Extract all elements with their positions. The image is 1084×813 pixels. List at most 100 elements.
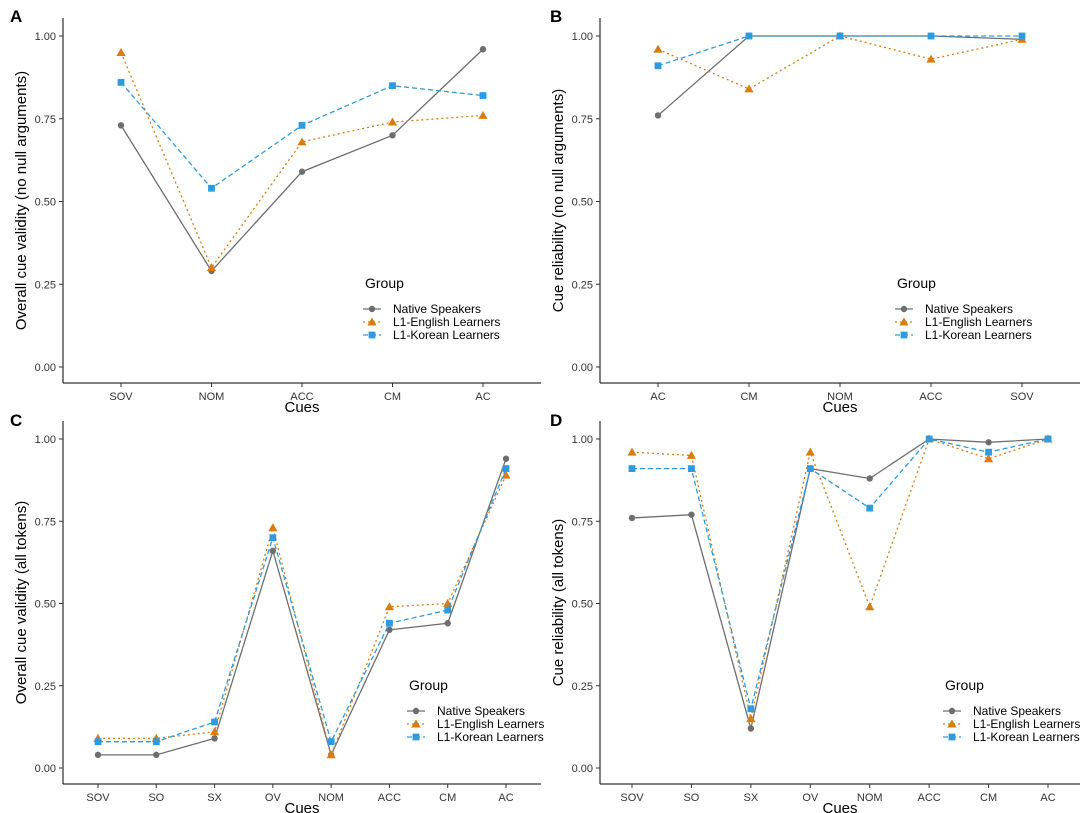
- panel-a-series-line-english: [120, 52, 484, 270]
- panel-a-point-english: [206, 263, 217, 272]
- panel-b-legend-key-marker: [900, 331, 908, 339]
- panel-b-y-tick-label: 1.00: [572, 31, 593, 43]
- panel-d-series-line-native: [631, 438, 1049, 729]
- panel-d-series-line-english: [631, 438, 1049, 719]
- panel-d-letter: D: [550, 411, 562, 430]
- panel-a-legend-key-marker: [367, 317, 377, 326]
- panel-c-point-english: [209, 727, 220, 736]
- panel-d-x-axis-title: Cues: [822, 800, 857, 813]
- panel-a-point-korean: [298, 121, 306, 129]
- panel-d-legend-label: Native Speakers: [973, 704, 1061, 718]
- panel-b-y-tick-label: 0.25: [572, 279, 593, 291]
- panel-d-x-tick-label: SO: [683, 792, 699, 804]
- panel-b-legend-key-marker: [900, 305, 908, 313]
- panel-b-point-korean: [927, 32, 935, 40]
- panel-c-point-native: [153, 751, 160, 759]
- panel-a-point-korean: [389, 82, 396, 90]
- panel-d-point-native: [688, 511, 695, 518]
- panel-c-x-tick-label: SO: [148, 792, 164, 804]
- panel-b-legend-title: Group: [897, 275, 936, 291]
- panel-c-y-tick-label: 0.00: [35, 763, 56, 775]
- panel-d-x-tick-label: ACC: [918, 792, 941, 804]
- panel-d-y-tick-label: 0.75: [572, 516, 593, 528]
- panel-a-legend-label: Native Speakers: [393, 302, 481, 316]
- panel-b-point-english: [653, 44, 663, 53]
- panel-b-point-english: [744, 84, 754, 93]
- panel-d-x-tick-label: CM: [980, 792, 997, 804]
- panel-c-point-korean: [94, 738, 102, 746]
- panel-c-legend-key-marker: [412, 733, 420, 741]
- panel-c-point-native: [386, 626, 393, 634]
- panel-d-y-tick-label: 0.25: [572, 681, 593, 693]
- panel-c-x-axis-title: Cues: [284, 800, 319, 813]
- panel-d-y-tick-label: 0.00: [572, 763, 593, 775]
- panel-b-legend-label: L1-English Learners: [925, 315, 1032, 329]
- panel-c-x-tick-label: OV: [265, 792, 282, 804]
- panel-b-point-english: [926, 54, 936, 63]
- panel-c-point-korean: [269, 534, 277, 542]
- panel-d-x-tick-label: OV: [802, 792, 819, 804]
- panel-d-x-tick-label: SX: [744, 792, 759, 804]
- panel-b-point-korean: [745, 32, 753, 40]
- panel-b: B 0.00 0.25 0.50 0.75 1.00 AC CM NOM ACC SOV Cues Cu…: [550, 7, 1080, 416]
- panel-d-point-korean: [925, 435, 933, 443]
- panel-d-series-line-korean: [632, 438, 1049, 709]
- panel-d-x-tick-label: NOM: [857, 792, 883, 804]
- panel-d-point-native: [866, 475, 873, 482]
- panel-d-legend-key-marker: [948, 707, 956, 715]
- panel-d-point-english: [627, 447, 637, 456]
- panel-b-series-line-english: [657, 35, 1023, 90]
- panel-c-point-native: [211, 735, 218, 742]
- panel-c-point-english: [268, 523, 278, 532]
- panel-d-point-english: [686, 450, 697, 459]
- panel-c-legend-title: Group: [409, 677, 448, 693]
- panel-d-y-tick-label: 1.00: [572, 434, 593, 446]
- panel-a-point-english: [116, 47, 126, 56]
- panel-a-y-tick-label: 1.00: [35, 31, 56, 43]
- panel-a-legend-label: L1-Korean Learners: [393, 328, 500, 342]
- panel-c-legend-label: L1-English Learners: [437, 717, 544, 731]
- panel-a-point-native: [389, 132, 396, 139]
- panel-b-x-tick-label: CM: [740, 391, 757, 403]
- panel-d-legend-title: Group: [945, 677, 984, 693]
- panel-b-legend-label: L1-Korean Learners: [925, 328, 1032, 342]
- panel-a-point-korean: [117, 78, 125, 86]
- panel-d-point-native: [747, 725, 755, 732]
- panel-c-point-english: [326, 750, 336, 759]
- panel-d-point-korean: [628, 465, 636, 473]
- panel-b-y-tick-label: 0.50: [572, 197, 593, 209]
- panel-b-x-tick-label: SOV: [1010, 391, 1034, 403]
- panel-b-point-korean: [654, 62, 662, 70]
- panel-b-x-axis-title: Cues: [822, 399, 857, 416]
- panel-a-series-line-native: [120, 48, 484, 273]
- panel-c-point-korean: [327, 738, 335, 746]
- panel-a-x-tick-label: SOV: [109, 391, 133, 403]
- panel-a-y-tick-label: 0.00: [35, 362, 56, 374]
- panel-b-point-korean: [1018, 32, 1026, 40]
- panel-b-point-korean: [836, 32, 844, 40]
- panel-c-point-native: [502, 455, 510, 462]
- panel-c-series-line-native: [98, 458, 507, 757]
- panel-b-legend-key-marker: [899, 317, 909, 326]
- panel-d-x-tick-label: AC: [1040, 792, 1055, 804]
- panel-a-y-axis-title: Overall cue validity (no null arguments): [13, 71, 30, 330]
- panel-d-point-korean: [688, 465, 695, 473]
- panel-d-point-korean: [866, 504, 874, 512]
- panel-a-x-tick-label: CM: [384, 391, 401, 403]
- panel-a-point-english: [478, 110, 488, 119]
- panel-c-point-korean: [502, 465, 510, 473]
- panel-d-point-korean: [806, 465, 814, 473]
- panel-c-point-korean: [152, 738, 160, 746]
- panel-d-point-english: [746, 714, 756, 723]
- panel-a-point-native: [298, 168, 306, 175]
- panel-d-legend-label: L1-English Learners: [973, 717, 1080, 731]
- panel-c-point-korean: [444, 606, 452, 614]
- panel-b-x-tick-label: NOM: [827, 391, 853, 403]
- panel-c-y-tick-label: 1.00: [35, 434, 56, 446]
- panel-c-point-native: [269, 547, 277, 555]
- panel-a-point-korean: [479, 92, 487, 99]
- panel-a-point-english: [297, 137, 307, 146]
- panel-c-legend-label: Native Speakers: [437, 704, 525, 718]
- panel-c-y-tick-label: 0.50: [35, 599, 56, 611]
